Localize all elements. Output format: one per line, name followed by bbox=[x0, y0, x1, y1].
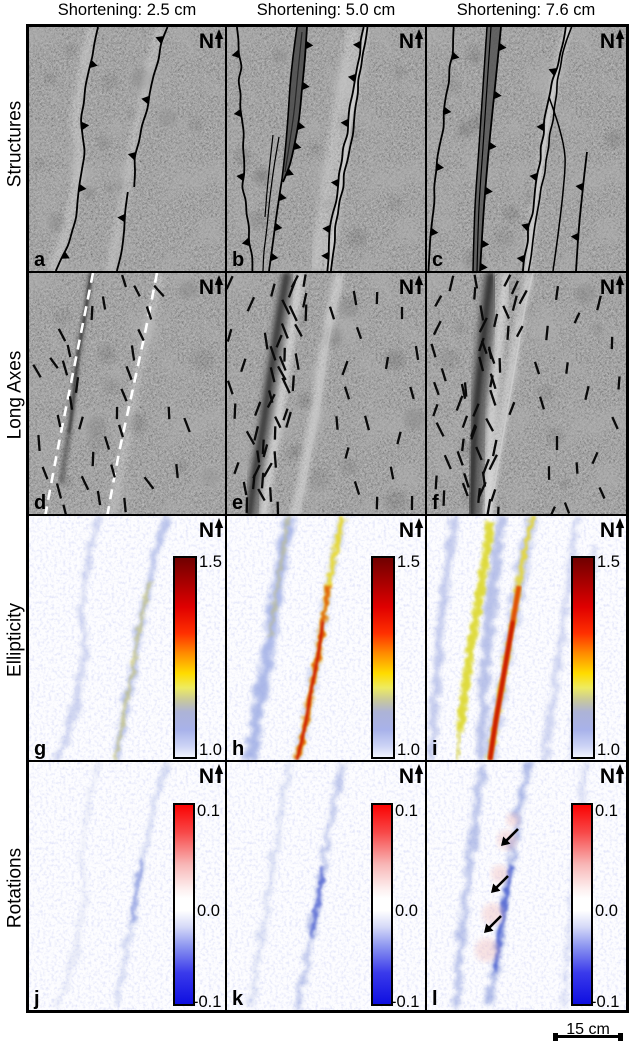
svg-text:N: N bbox=[199, 519, 214, 542]
svg-text:h: h bbox=[232, 738, 244, 760]
svg-text:N: N bbox=[199, 276, 214, 299]
svg-text:e: e bbox=[232, 492, 243, 514]
svg-text:Ellipticity: Ellipticity bbox=[5, 603, 26, 677]
svg-text:1.5: 1.5 bbox=[199, 553, 222, 571]
svg-text:N: N bbox=[199, 30, 214, 53]
svg-text:l: l bbox=[432, 988, 438, 1010]
svg-text:0.1: 0.1 bbox=[395, 802, 418, 820]
svg-text:Rotations: Rotations bbox=[5, 848, 26, 928]
svg-text:c: c bbox=[432, 249, 443, 271]
svg-text:d: d bbox=[34, 492, 46, 514]
svg-text:N: N bbox=[399, 765, 414, 788]
svg-text:Shortening: 2.5 cm: Shortening: 2.5 cm bbox=[58, 1, 197, 19]
svg-text:0.0: 0.0 bbox=[395, 902, 418, 920]
svg-text:a: a bbox=[34, 249, 46, 271]
svg-text:Shortening: 7.6 cm: Shortening: 7.6 cm bbox=[457, 1, 596, 19]
svg-text:1.0: 1.0 bbox=[199, 741, 222, 759]
svg-text:N: N bbox=[600, 276, 615, 299]
svg-text:0.1: 0.1 bbox=[595, 802, 618, 820]
svg-text:1.0: 1.0 bbox=[597, 741, 620, 759]
svg-text:i: i bbox=[432, 738, 438, 760]
svg-text:N: N bbox=[399, 276, 414, 299]
svg-text:j: j bbox=[33, 988, 40, 1010]
svg-text:1.0: 1.0 bbox=[397, 741, 420, 759]
svg-text:N: N bbox=[600, 30, 615, 53]
svg-text:Structures: Structures bbox=[5, 101, 26, 188]
svg-text:0.0: 0.0 bbox=[197, 902, 220, 920]
svg-text:k: k bbox=[232, 988, 244, 1010]
svg-text:N: N bbox=[600, 519, 615, 542]
svg-text:N: N bbox=[199, 765, 214, 788]
svg-text:1.5: 1.5 bbox=[597, 553, 620, 571]
svg-text:-0.1: -0.1 bbox=[591, 993, 619, 1011]
svg-text:0.0: 0.0 bbox=[595, 902, 618, 920]
svg-text:f: f bbox=[432, 492, 439, 514]
svg-text:-0.1: -0.1 bbox=[391, 993, 419, 1011]
svg-text:0.1: 0.1 bbox=[197, 802, 220, 820]
svg-text:Long Axes: Long Axes bbox=[5, 351, 26, 440]
svg-text:N: N bbox=[399, 519, 414, 542]
svg-text:15 cm: 15 cm bbox=[566, 1021, 610, 1038]
svg-text:g: g bbox=[34, 738, 46, 760]
svg-text:-0.1: -0.1 bbox=[193, 993, 221, 1011]
svg-text:Shortening: 5.0 cm: Shortening: 5.0 cm bbox=[257, 1, 396, 19]
svg-text:1.5: 1.5 bbox=[397, 553, 420, 571]
svg-text:b: b bbox=[232, 249, 244, 271]
svg-text:N: N bbox=[399, 30, 414, 53]
svg-text:N: N bbox=[600, 765, 615, 788]
